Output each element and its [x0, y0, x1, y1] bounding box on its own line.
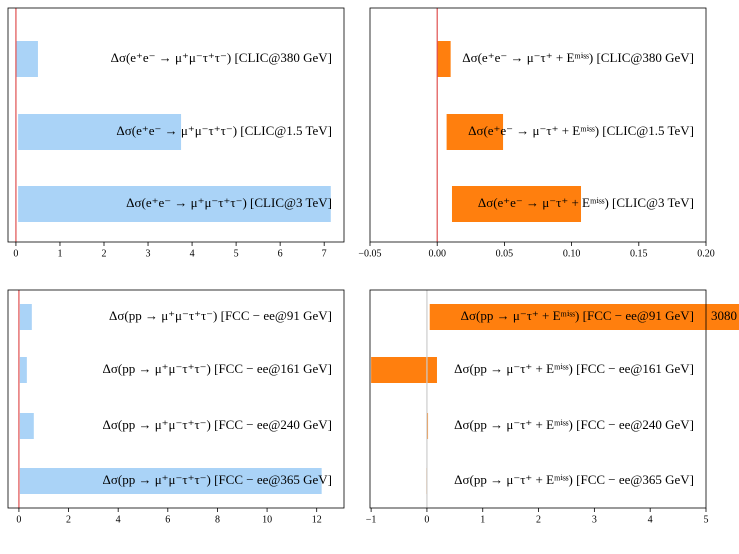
x-tick-label: 6 [278, 248, 283, 259]
x-tick-label: 10 [262, 514, 272, 525]
x-tick-label: 4 [116, 514, 121, 525]
x-tick-label: 12 [312, 514, 322, 525]
bar-label: Δσ(pp → μ⁻τ⁺ + Eᵐⁱˢˢ) [FCC − ee@91 GeV] [461, 308, 694, 323]
bar-label: Δσ(pp → μ⁻τ⁺ + Eᵐⁱˢˢ) [FCC − ee@161 GeV] [454, 361, 694, 376]
bar-label: Δσ(pp → μ⁻τ⁺ + Eᵐⁱˢˢ) [FCC − ee@240 GeV] [454, 417, 694, 432]
bar [451, 186, 582, 222]
bar-label: Δσ(pp → μ⁺μ⁻τ⁺τ⁻) [FCC − ee@240 GeV] [103, 417, 332, 432]
bar [18, 186, 331, 222]
bar-label: Δσ(e⁺e⁻ → μ⁻τ⁺ + Eᵐⁱˢˢ) [CLIC@380 GeV] [462, 50, 694, 65]
bar [429, 304, 739, 330]
x-tick-label: −1 [366, 514, 377, 525]
x-tick-label: −0.05 [358, 248, 381, 259]
bar-label: Δσ(e⁺e⁻ → μ⁺μ⁻τ⁺τ⁻) [CLIC@1.5 TeV] [116, 123, 332, 138]
bar-label: Δσ(e⁺e⁻ → μ⁺μ⁻τ⁺τ⁻) [CLIC@380 GeV] [111, 50, 332, 65]
bar-label: Δσ(e⁺e⁻ → μ⁻τ⁺ + Eᵐⁱˢˢ) [CLIC@1.5 TeV] [468, 123, 694, 138]
x-tick-label: 5 [234, 248, 239, 259]
bar [18, 114, 182, 150]
x-tick-label: 2 [102, 248, 107, 259]
x-tick-label: 7 [322, 248, 327, 259]
bar-label: Δσ(e⁺e⁻ → μ⁺μ⁻τ⁺τ⁻) [CLIC@3 TeV] [126, 195, 332, 210]
x-tick-label: 0 [16, 514, 21, 525]
bar-label: Δσ(pp → μ⁺μ⁻τ⁺τ⁻) [FCC − ee@161 GeV] [103, 361, 332, 376]
bar-label: Δσ(pp → μ⁺μ⁻τ⁺τ⁻) [FCC − ee@91 GeV] [109, 308, 332, 323]
x-tick-label: 2 [66, 514, 71, 525]
x-tick-label: 3 [592, 514, 597, 525]
x-tick-label: 8 [215, 514, 220, 525]
bar-label: Δσ(e⁺e⁻ → μ⁻τ⁺ + Eᵐⁱˢˢ) [CLIC@3 TeV] [478, 195, 694, 210]
x-tick-label: 1 [57, 248, 62, 259]
bar [19, 357, 27, 383]
x-tick-label: 0.20 [697, 248, 715, 259]
bar [15, 41, 38, 77]
x-tick-label: 0.15 [630, 248, 648, 259]
bar [437, 41, 451, 77]
x-tick-label: 6 [165, 514, 170, 525]
x-tick-label: 2 [536, 514, 541, 525]
bar [446, 114, 504, 150]
bar [19, 304, 32, 330]
x-tick-label: 0 [13, 248, 18, 259]
axes-frame [369, 7, 707, 243]
x-tick-label: 5 [704, 514, 709, 525]
x-tick-label: 1 [480, 514, 485, 525]
axes-frame [369, 289, 707, 509]
x-tick-label: 3 [146, 248, 151, 259]
x-tick-label: 0.05 [496, 248, 514, 259]
bar [19, 413, 34, 439]
bar [371, 357, 437, 383]
x-tick-label: 0.00 [428, 248, 446, 259]
axes-frame [7, 7, 345, 243]
x-tick-label: 4 [190, 248, 195, 259]
bar-label: Δσ(pp → μ⁺μ⁻τ⁺τ⁻) [FCC − ee@365 GeV] [103, 472, 332, 487]
bar-label: Δσ(pp → μ⁻τ⁺ + Eᵐⁱˢˢ) [FCC − ee@365 GeV] [454, 472, 694, 487]
x-tick-label: 0 [424, 514, 429, 525]
axes-frame [7, 289, 345, 509]
bar [19, 468, 322, 494]
x-tick-label: 0.10 [563, 248, 581, 259]
value-label: 3080 [711, 308, 737, 323]
x-tick-label: 4 [648, 514, 653, 525]
